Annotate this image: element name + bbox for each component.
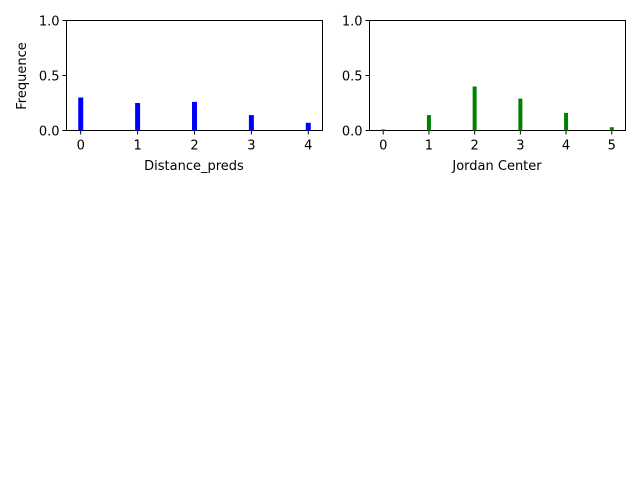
- x-ticks: 0 1 2 3 4 5: [379, 130, 616, 154]
- bar-2: [192, 101, 197, 131]
- y-ticks: 0.0 0.5 1.0: [39, 15, 67, 140]
- plot-frame: [369, 20, 626, 131]
- y-tick-label: 1.0: [342, 15, 363, 30]
- y-tick-label: 1.0: [39, 15, 60, 30]
- subplot-distance-preds: 0 1 2 3 4 0.0 0.5 1.0 Distance_preds Frequence: [15, 15, 323, 174]
- x-tick-label: 1: [425, 139, 433, 154]
- y-tick-label: 0.0: [39, 125, 60, 140]
- x-tick-label: 3: [516, 139, 524, 154]
- x-tick-label: 4: [304, 139, 312, 154]
- bar-group: [381, 86, 614, 131]
- bar-0: [78, 97, 84, 131]
- x-tick-label: 5: [608, 139, 616, 154]
- bar-4: [564, 112, 569, 131]
- bar-1: [426, 115, 431, 131]
- y-tick-label: 0.0: [342, 125, 363, 140]
- bar-3: [248, 115, 254, 131]
- x-tick-label: 2: [190, 139, 198, 154]
- bar-3: [518, 98, 523, 131]
- y-axis-label: Frequence: [15, 42, 30, 109]
- y-tick-label: 0.5: [39, 70, 60, 85]
- subplot-jordan-center: 0 1 2 3 4 5 0.0 0.5 1.0 Jordan Center: [342, 15, 626, 174]
- x-tick-label: 3: [247, 139, 255, 154]
- x-tick-label: 0: [379, 139, 387, 154]
- x-tick-label: 0: [77, 139, 85, 154]
- x-tick-label: 1: [133, 139, 141, 154]
- x-tick-label: 2: [471, 139, 479, 154]
- x-ticks: 0 1 2 3 4: [77, 130, 312, 154]
- y-ticks: 0.0 0.5 1.0: [342, 15, 370, 140]
- bar-5: [609, 127, 614, 131]
- bar-group: [78, 97, 311, 131]
- x-axis-label: Jordan Center: [451, 159, 542, 174]
- bar-2: [472, 86, 477, 131]
- bar-1: [135, 103, 141, 131]
- x-tick-label: 4: [562, 139, 570, 154]
- y-tick-label: 0.5: [342, 70, 363, 85]
- bar-0: [381, 129, 386, 131]
- bar-4: [305, 122, 311, 131]
- x-axis-label: Distance_preds: [144, 159, 244, 174]
